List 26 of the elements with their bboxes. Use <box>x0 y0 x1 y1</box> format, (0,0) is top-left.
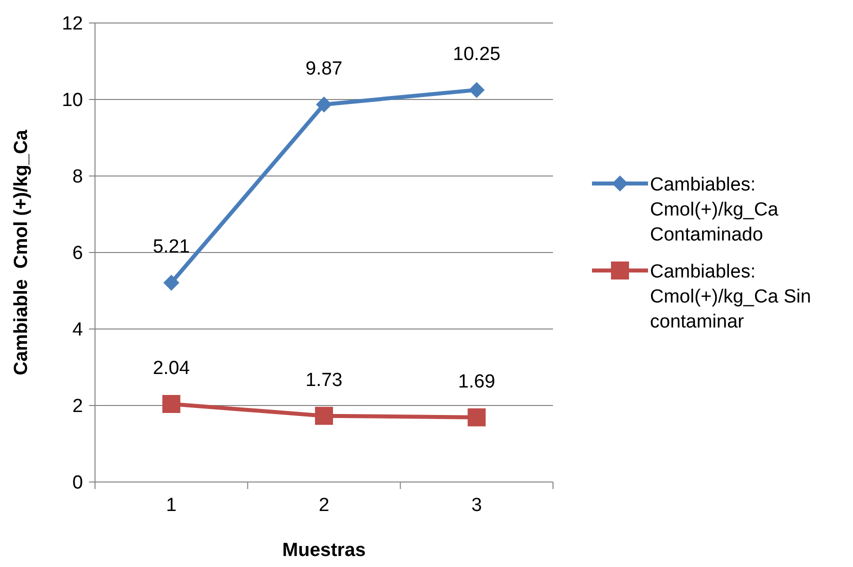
data-label: 10.25 <box>452 44 500 65</box>
point <box>162 394 180 413</box>
point <box>315 406 333 425</box>
data-label: 5.21 <box>152 236 190 258</box>
y-tick-label: 6 <box>72 243 83 264</box>
legend-label: Cambiables: Cmol(+)/kg_Ca Contaminado <box>650 174 779 246</box>
point <box>316 96 332 112</box>
data-label: 1.69 <box>458 371 496 392</box>
y-tick-label: 10 <box>62 90 83 112</box>
x-tick-label: 3 <box>471 495 482 516</box>
x-tick-label: 2 <box>318 495 330 516</box>
point <box>468 408 486 426</box>
y-axis-title: Cambiable Cmol (+)/kg_Ca <box>11 129 32 376</box>
point <box>468 82 485 98</box>
data-label: 9.87 <box>306 58 342 80</box>
x-tick-label: 1 <box>166 495 177 516</box>
y-tick-label: 2 <box>72 396 83 418</box>
x-axis-title: Muestras <box>282 540 366 561</box>
point <box>163 274 180 291</box>
y-tick-label: 8 <box>72 166 83 188</box>
data-label: 1.73 <box>306 370 342 391</box>
y-tick-label: 4 <box>72 320 84 341</box>
y-tick-label: 0 <box>72 472 83 494</box>
data-label: 2.04 <box>152 358 190 379</box>
y-tick-label: 12 <box>62 14 83 35</box>
legend-label: Cambiables: Cmol(+)/kg_Ca Sin contaminar <box>650 262 812 332</box>
